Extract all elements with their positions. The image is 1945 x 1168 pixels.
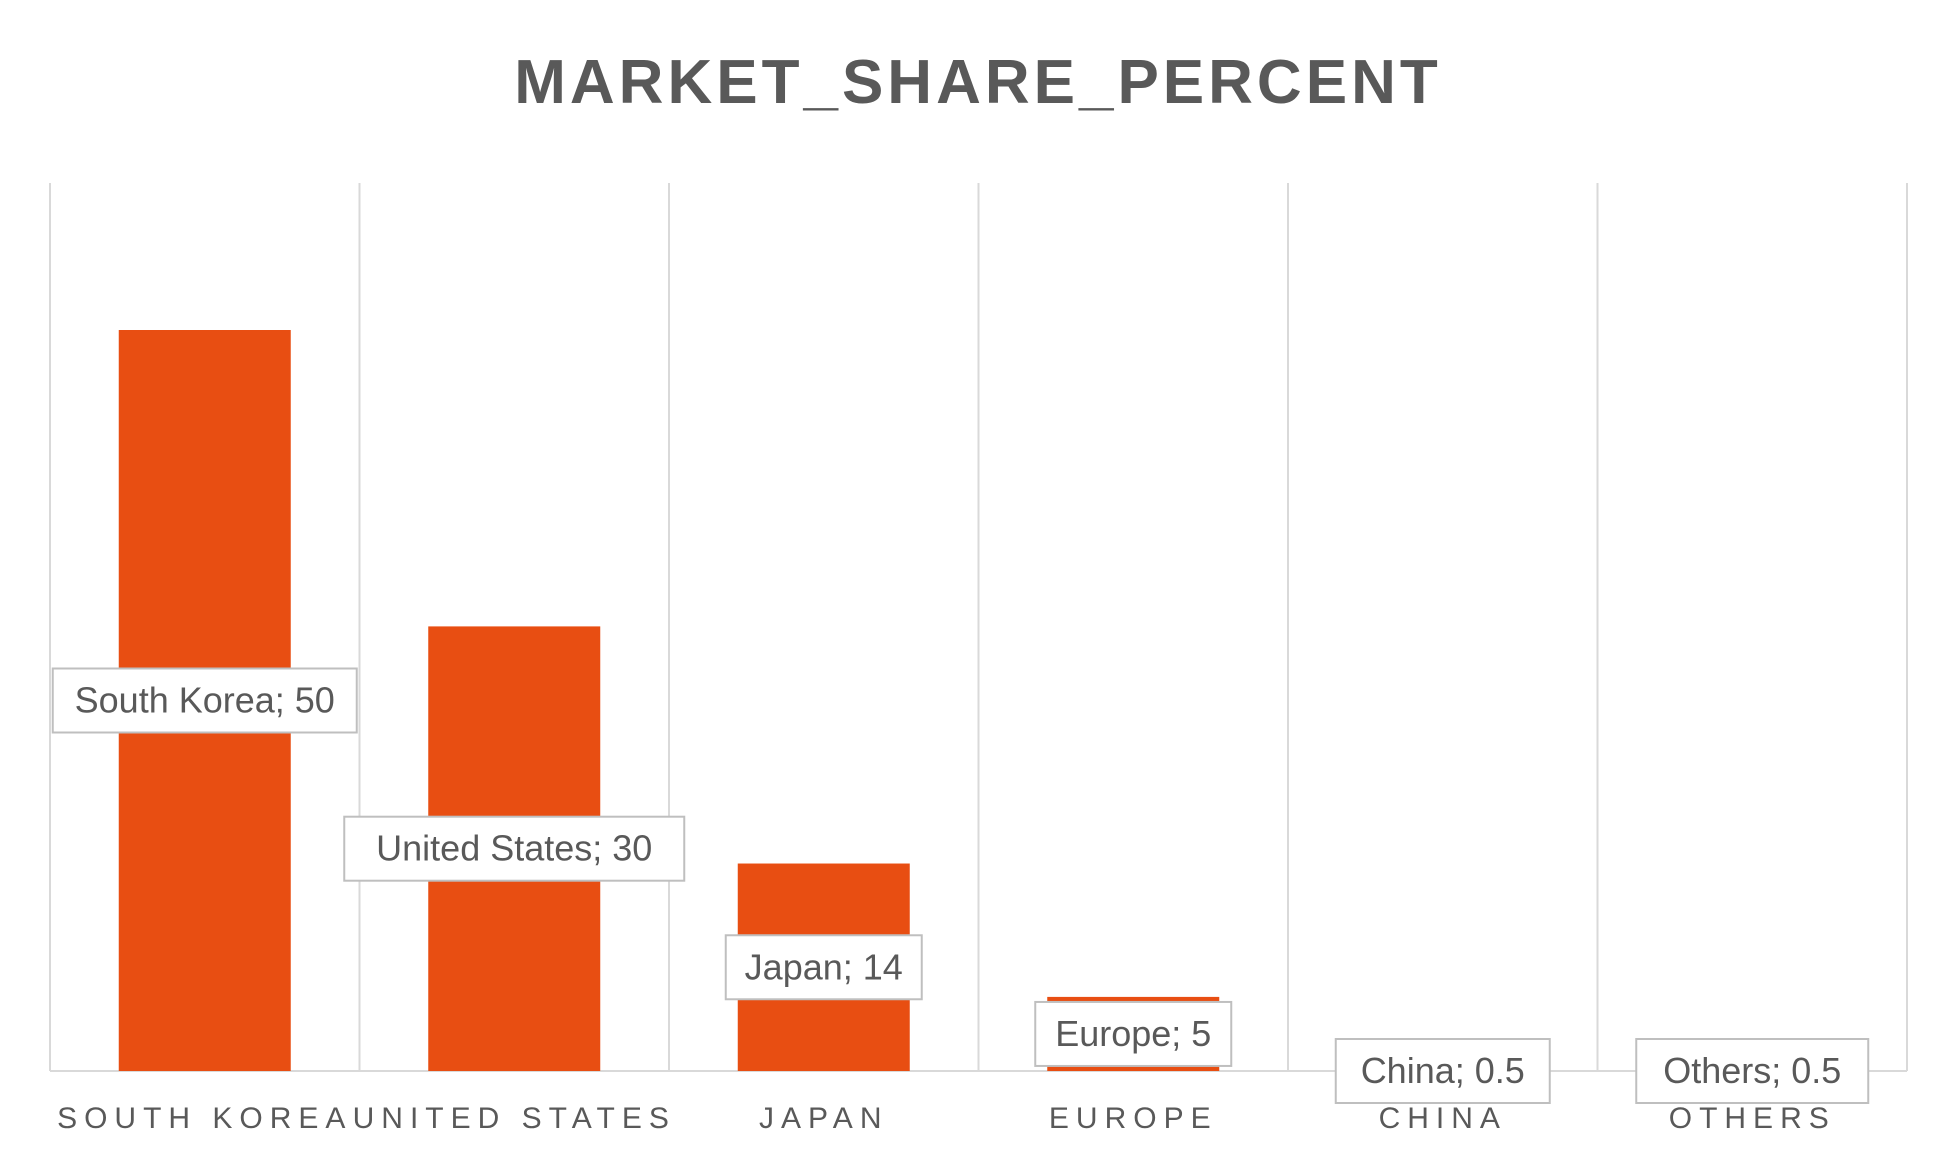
x-tick-label: JAPAN	[759, 1102, 888, 1135]
data-label-text: South Korea; 50	[75, 680, 335, 721]
data-label-box	[724, 934, 923, 1001]
data-label-text: United States; 30	[376, 828, 652, 869]
data-label: Others; 0.5	[1635, 1038, 1870, 1104]
data-label-text: Europe; 5	[1055, 1013, 1211, 1054]
data-label-text: Others; 0.5	[1663, 1050, 1841, 1091]
grid-lines	[49, 183, 1908, 1072]
x-tick-label: SOUTH KOREA	[57, 1102, 352, 1135]
data-label: Japan; 14	[724, 934, 923, 1001]
x-tick-label: CHINA	[1379, 1102, 1507, 1135]
data-label-box	[1334, 1038, 1551, 1104]
data-labels: South Korea; 50 United States; 30 Japan; 1…	[51, 667, 1870, 1104]
x-tick-label: UNITED STATES	[353, 1102, 676, 1135]
data-label-text: China; 0.5	[1361, 1050, 1525, 1091]
chart-title: MARKET_SHARE_PERCENT	[514, 48, 1441, 117]
data-label: China; 0.5	[1334, 1038, 1551, 1104]
data-label: United States; 30	[343, 815, 686, 882]
data-label-box	[1635, 1038, 1870, 1104]
data-label-box	[51, 667, 358, 734]
data-label-box	[1034, 1000, 1233, 1067]
x-tick-label: EUROPE	[1049, 1102, 1218, 1135]
data-label: Europe; 5	[1034, 1000, 1233, 1067]
x-axis-tick-labels: SOUTH KOREA UNITED STATES JAPAN EUROPE CHINA…	[57, 1102, 1836, 1135]
data-label: South Korea; 50	[51, 667, 358, 734]
data-label-box	[343, 815, 686, 882]
data-label-text: Japan; 14	[745, 946, 903, 987]
x-tick-label: OTHERS	[1669, 1102, 1836, 1135]
